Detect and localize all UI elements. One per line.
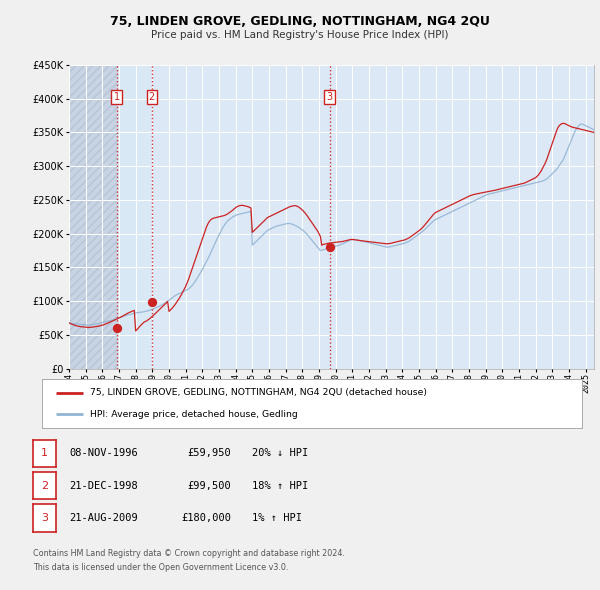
Text: Price paid vs. HM Land Registry's House Price Index (HPI): Price paid vs. HM Land Registry's House …: [151, 30, 449, 40]
Text: Contains HM Land Registry data © Crown copyright and database right 2024.: Contains HM Land Registry data © Crown c…: [33, 549, 345, 558]
Text: £59,950: £59,950: [187, 448, 231, 458]
Text: 2: 2: [41, 481, 48, 490]
Text: HPI: Average price, detached house, Gedling: HPI: Average price, detached house, Gedl…: [89, 409, 297, 419]
Point: [325, 242, 334, 252]
Text: 21-AUG-2009: 21-AUG-2009: [69, 513, 138, 523]
Bar: [69, 65, 116, 369]
Text: 3: 3: [326, 92, 333, 102]
Text: 75, LINDEN GROVE, GEDLING, NOTTINGHAM, NG4 2QU (detached house): 75, LINDEN GROVE, GEDLING, NOTTINGHAM, N…: [89, 388, 427, 398]
Text: 08-NOV-1996: 08-NOV-1996: [69, 448, 138, 458]
Text: 21-DEC-1998: 21-DEC-1998: [69, 481, 138, 490]
Text: 1% ↑ HPI: 1% ↑ HPI: [252, 513, 302, 523]
Text: 1: 1: [41, 448, 48, 458]
Bar: [69, 65, 116, 369]
Point: [112, 323, 121, 333]
Text: 2: 2: [149, 92, 155, 102]
Text: This data is licensed under the Open Government Licence v3.0.: This data is licensed under the Open Gov…: [33, 563, 289, 572]
Bar: [116, 65, 152, 369]
Text: £99,500: £99,500: [187, 481, 231, 490]
Text: £180,000: £180,000: [181, 513, 231, 523]
Text: 75, LINDEN GROVE, GEDLING, NOTTINGHAM, NG4 2QU: 75, LINDEN GROVE, GEDLING, NOTTINGHAM, N…: [110, 15, 490, 28]
Text: 3: 3: [41, 513, 48, 523]
Point: [147, 297, 157, 306]
Text: 1: 1: [113, 92, 120, 102]
Text: 18% ↑ HPI: 18% ↑ HPI: [252, 481, 308, 490]
Text: 20% ↓ HPI: 20% ↓ HPI: [252, 448, 308, 458]
